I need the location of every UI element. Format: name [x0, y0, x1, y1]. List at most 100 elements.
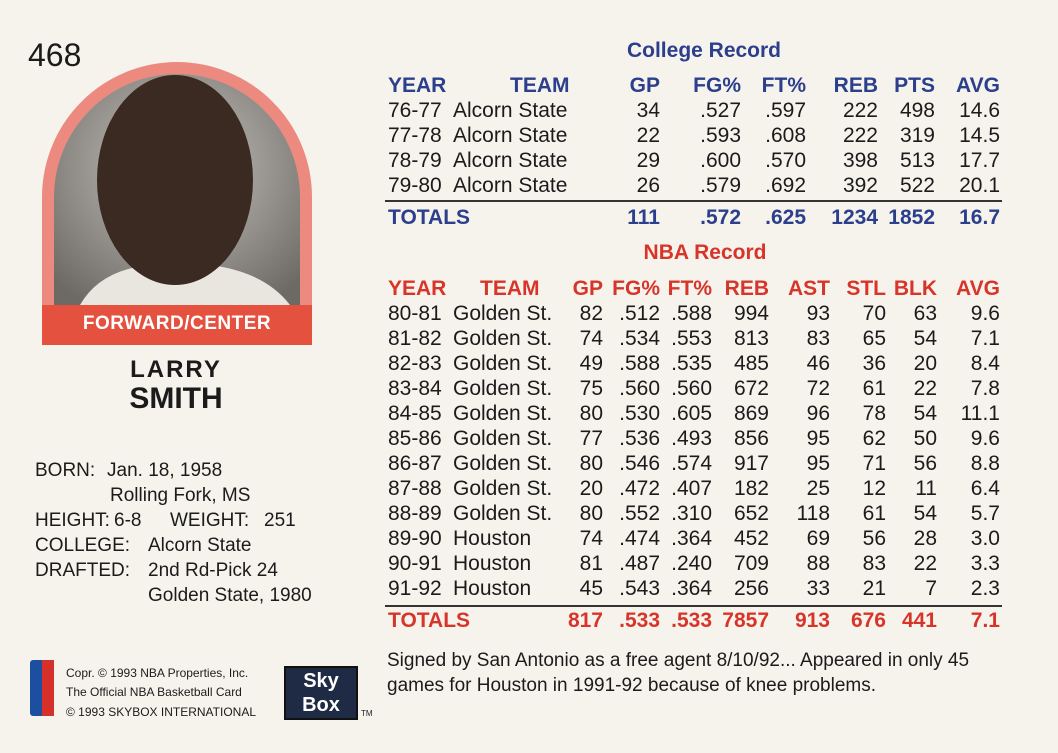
blurb: Signed by San Antonio as a free agent 8/…	[387, 650, 970, 696]
nba-cell: .546	[619, 452, 660, 475]
nba-cell: Golden St.	[453, 402, 553, 425]
nba-cell: Golden St.	[453, 452, 553, 475]
nba-cell: 87-88	[388, 477, 442, 500]
nba-cell: 95	[806, 427, 830, 450]
nba-cell: 81-82	[388, 327, 442, 350]
college-cell: 17.7	[959, 149, 1000, 172]
nba-cell: Golden St.	[453, 302, 553, 325]
nba-cell: .588	[619, 352, 660, 375]
nba-total: 441	[901, 609, 937, 632]
nba-cell: 182	[733, 477, 769, 500]
nba-cell: 36	[862, 352, 886, 375]
college-cell: Alcorn State	[453, 149, 568, 172]
nba-title: NBA Record	[643, 241, 767, 264]
college-cell: 77-78	[388, 124, 442, 147]
nba-cell: .543	[619, 577, 660, 600]
bio-birthplace: Rolling Fork, MS	[110, 485, 251, 506]
nba-cell: 93	[806, 302, 830, 325]
nba-total: TOTALS	[388, 609, 471, 632]
college-cell: 79-80	[388, 174, 442, 197]
college-header: FT%	[761, 74, 806, 97]
nba-cell: 61	[862, 377, 886, 400]
nba-cell: .407	[671, 477, 712, 500]
nba-cell: 652	[733, 502, 769, 525]
nba-cell: 91-92	[388, 577, 442, 600]
nba-cell: 83	[862, 552, 886, 575]
nba-cell: 994	[733, 302, 769, 325]
nba-cell: 8.8	[970, 452, 1000, 475]
bio-drafted-label: DRAFTED:	[35, 560, 130, 581]
nba-total: 913	[794, 609, 830, 632]
nba-cell: 77	[579, 427, 603, 450]
nba-cell: Golden St.	[453, 377, 553, 400]
nba-cell: 118	[796, 502, 830, 525]
nba-cell: 256	[733, 577, 769, 600]
bio-height: 6-8	[114, 510, 142, 531]
college-cell: 29	[636, 149, 660, 172]
nba-cell: 21	[862, 577, 886, 600]
nba-cell: 50	[913, 427, 937, 450]
college-cell: 20.1	[959, 174, 1000, 197]
nba-cell: .240	[671, 552, 712, 575]
bio-weight: 251	[264, 510, 296, 531]
college-cell: 78-79	[388, 149, 442, 172]
nba-cell: 46	[806, 352, 830, 375]
college-title: College Record	[626, 39, 782, 62]
nba-cell: 90-91	[388, 552, 442, 575]
logo-tm: TM	[361, 708, 373, 718]
nba-cell: 33	[806, 577, 830, 600]
nba-cell: Houston	[453, 527, 532, 550]
nba-cell: 80	[579, 402, 603, 425]
nba-cell: .553	[671, 327, 712, 350]
nba-cell: 25	[806, 477, 830, 500]
nba-total: .533	[671, 609, 712, 632]
nba-cell: 69	[806, 527, 830, 550]
nba-cell: 80-81	[388, 302, 442, 325]
nba-cell: .536	[619, 427, 660, 450]
nba-cell: 65	[862, 327, 886, 350]
nba-header: AVG	[956, 277, 1000, 300]
nba-cell: 80	[579, 452, 603, 475]
head	[97, 75, 253, 285]
bio-college: Alcorn State	[148, 535, 252, 556]
college-total: 111	[627, 206, 660, 229]
college-cell: Alcorn State	[453, 174, 568, 197]
nba-cell: 86-87	[388, 452, 442, 475]
bio-drafted: 2nd Rd-Pick 24	[148, 560, 278, 581]
last-name: SMITH	[129, 381, 223, 415]
college-cell: 222	[842, 99, 878, 122]
nba-cell: .364	[671, 527, 712, 550]
nba-cell: 22	[913, 377, 937, 400]
nba-cell: 83	[806, 327, 830, 350]
nba-cell: 84-85	[388, 402, 442, 425]
nba-header: REB	[724, 277, 769, 300]
nba-cell: .552	[619, 502, 660, 525]
nba-cell: 61	[862, 502, 886, 525]
college-cell: 498	[899, 99, 935, 122]
nba-header: AST	[788, 277, 830, 300]
nba-header: TEAM	[480, 277, 540, 300]
nba-cell: 56	[913, 452, 937, 475]
nba-cell: Houston	[453, 577, 532, 600]
nba-cell: 81	[579, 552, 603, 575]
nba-cell: 82	[579, 302, 603, 325]
nba-cell: 7	[925, 577, 937, 600]
nba-cell: 71	[862, 452, 886, 475]
nba-header: YEAR	[388, 277, 447, 300]
nba-cell: .534	[619, 327, 660, 350]
nba-cell: 88	[806, 552, 830, 575]
nba-logo-red	[42, 660, 54, 716]
nba-cell: .588	[671, 302, 712, 325]
college-header: YEAR	[388, 74, 447, 97]
college-total: 16.7	[959, 206, 1000, 229]
logo-sky: Sky	[303, 669, 339, 692]
nba-cell: Golden St.	[453, 327, 553, 350]
nba-cell: .310	[671, 502, 712, 525]
bio-drafted-team: Golden State, 1980	[148, 585, 312, 606]
college-total: 1234	[831, 206, 878, 229]
nba-cell: .574	[671, 452, 712, 475]
nba-cell: 3.3	[970, 552, 1000, 575]
nba-cell: .512	[619, 302, 660, 325]
bio-born: Jan. 18, 1958	[107, 460, 223, 481]
